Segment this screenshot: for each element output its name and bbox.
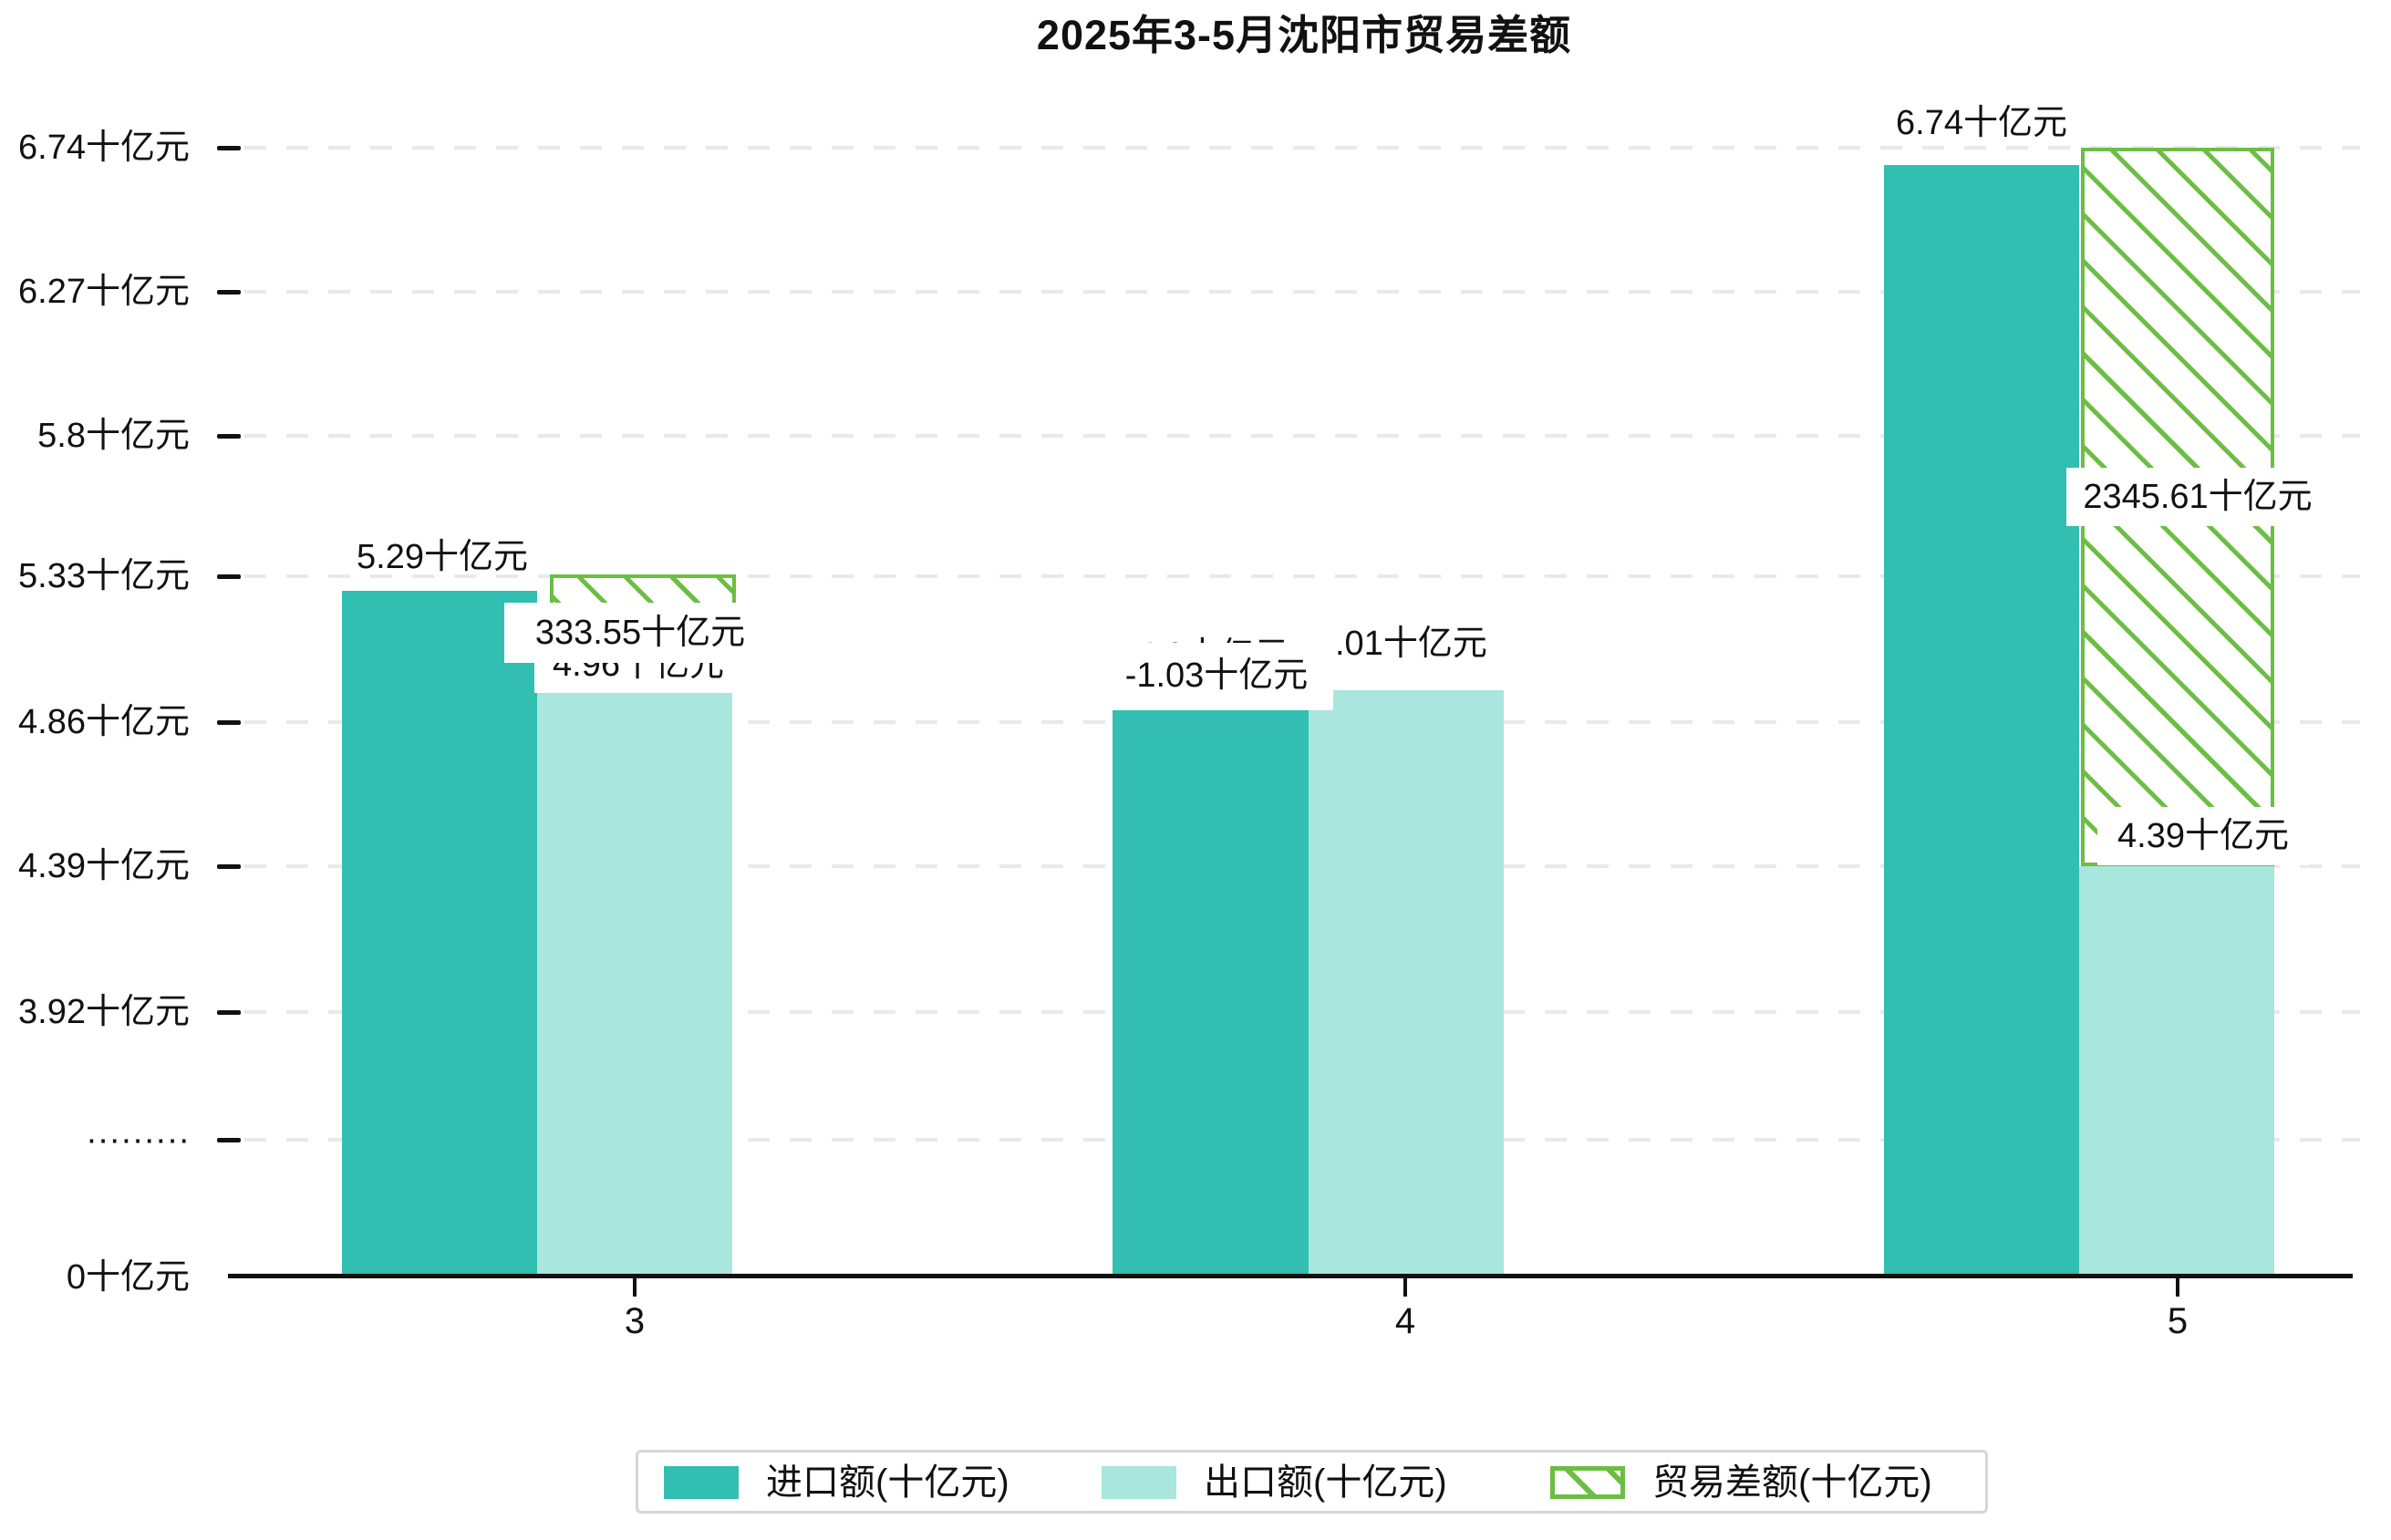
legend-label-trade-diff: 贸易差额(十亿元)	[1652, 1462, 1932, 1503]
legend-swatch-export	[1102, 1466, 1176, 1499]
y-axis-label: 4.39十亿元	[18, 847, 190, 885]
y-axis-break-label: ·········	[86, 1121, 190, 1159]
legend-swatch-trade-diff	[1550, 1466, 1625, 1499]
chart-title: 2025年3-5月沈阳市贸易差额	[1036, 12, 1572, 58]
gridline-5.33	[244, 574, 2360, 578]
bar-import-april	[1113, 708, 1309, 1276]
y-axis-label: 5.8十亿元	[37, 417, 190, 455]
legend-label-import: 进口额(十亿元)	[766, 1462, 1009, 1503]
bar-export-march	[537, 691, 732, 1276]
x-axis-label-march: 3	[624, 1301, 646, 1341]
y-tickmark	[217, 1138, 241, 1142]
value-label-import-march: 5.29十亿元	[357, 538, 528, 576]
y-axis-label: 6.27十亿元	[18, 273, 190, 311]
bar-import-may	[1884, 165, 2079, 1276]
y-tickmark	[217, 720, 241, 725]
y-tickmark	[217, 290, 241, 295]
bar-export-april	[1309, 690, 1504, 1276]
x-axis-label-may: 5	[2167, 1301, 2189, 1341]
value-label-trade-diff-march: 333.55十亿元	[504, 603, 776, 663]
y-axis-label: 3.92十亿元	[18, 993, 190, 1031]
legend-swatch-import	[664, 1466, 739, 1499]
gridline-5.8	[244, 434, 2360, 438]
y-tickmark	[217, 434, 241, 439]
value-label-export-april: .01十亿元	[1335, 625, 1487, 663]
x-tickmark-may	[2176, 1278, 2179, 1297]
x-tickmark-march	[633, 1278, 637, 1297]
x-axis-label-april: 4	[1394, 1301, 1416, 1341]
gridline-6.74	[244, 146, 2360, 150]
value-label-trade-diff-may: 2345.61十亿元	[2066, 468, 2329, 526]
value-label-trade-diff-april: -1.03十亿元	[1100, 643, 1333, 710]
value-label-export-may: 4.39十亿元	[2097, 807, 2309, 865]
bar-import-march	[342, 591, 537, 1276]
x-axis-line	[228, 1274, 2353, 1278]
y-tickmark	[217, 574, 241, 579]
y-tickmark	[217, 1010, 241, 1015]
gridline-6.27	[244, 290, 2360, 294]
y-tickmark	[217, 864, 241, 869]
x-tickmark-april	[1403, 1278, 1407, 1297]
legend-label-export: 出口额(十亿元)	[1204, 1462, 1447, 1503]
legend: 进口额(十亿元) 出口额(十亿元) 贸易差额(十亿元)	[636, 1450, 1988, 1514]
y-axis-label: 4.86十亿元	[18, 703, 190, 741]
y-axis-label: 5.33十亿元	[18, 557, 190, 595]
y-tickmark	[217, 146, 241, 150]
bar-export-may	[2079, 866, 2274, 1276]
y-axis-zero-label: 0十亿元	[66, 1258, 190, 1297]
value-label-import-may: 6.74十亿元	[1896, 104, 2067, 142]
y-axis-label: 6.74十亿元	[18, 129, 190, 167]
